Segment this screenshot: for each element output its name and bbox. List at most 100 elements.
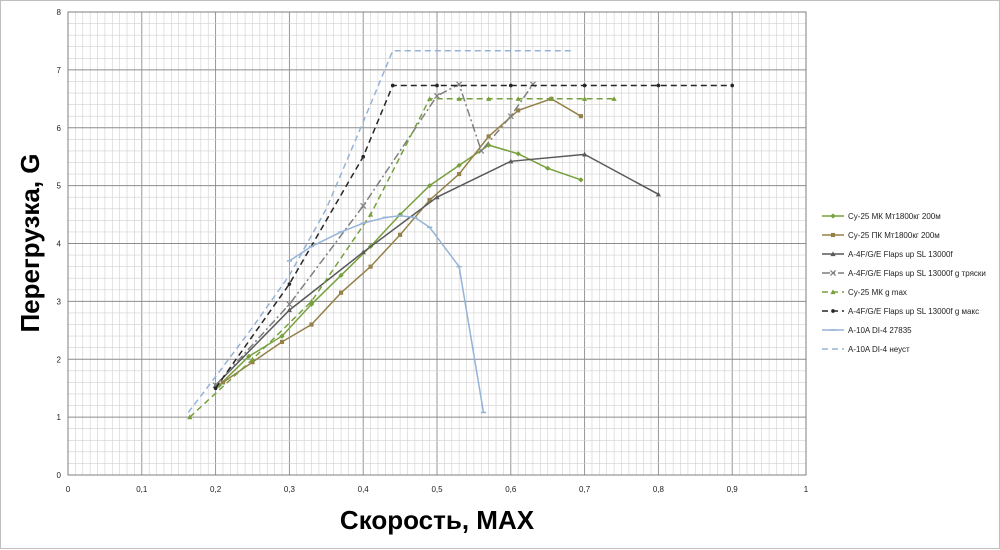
legend-label: A-4F/G/E Flaps up SL 13000f g макс	[848, 307, 979, 316]
legend-item: A-4F/G/E Flaps up SL 13000f	[822, 250, 953, 259]
data-point	[338, 272, 344, 278]
series-line	[215, 83, 534, 386]
data-point	[507, 113, 514, 120]
legend-label: Су-25 МК g max	[848, 288, 907, 297]
data-point	[830, 213, 836, 219]
data-point	[216, 382, 222, 388]
data-point	[246, 353, 252, 359]
data-point	[435, 83, 439, 88]
legend-label: A-10A DI-4 неуст	[848, 345, 910, 354]
data-point	[390, 83, 395, 88]
data-point	[582, 96, 588, 101]
x-tick-label: 0,2	[210, 485, 222, 494]
data-point	[427, 96, 433, 101]
y-tick-label: 0	[57, 471, 62, 480]
data-point	[486, 134, 491, 139]
legend-label: A-10A DI-4 27835	[848, 326, 912, 335]
y-tick-label: 2	[57, 355, 62, 364]
grid	[67, 11, 807, 476]
legend-item: A-4F/G/E Flaps up SL 13000f g макс	[822, 307, 979, 316]
series-2	[220, 96, 583, 385]
data-point	[360, 249, 366, 255]
x-tick-label: 0,8	[653, 485, 665, 494]
x-tick-label: 0,1	[136, 485, 148, 494]
series-7	[286, 214, 487, 414]
data-point	[360, 202, 367, 209]
y-tick-label: 6	[57, 124, 62, 133]
data-point	[361, 154, 366, 159]
data-point	[457, 171, 462, 177]
legend-item: A-10A DI-4 неуст	[822, 345, 910, 354]
data-point	[250, 360, 255, 365]
x-tick-label: 0,4	[358, 485, 370, 494]
data-point	[830, 251, 836, 257]
data-point	[456, 162, 462, 168]
data-point	[515, 151, 521, 157]
data-point	[656, 83, 661, 88]
series-line	[187, 50, 574, 413]
x-tick-label: 0,5	[431, 485, 443, 494]
data-point	[434, 194, 440, 200]
data-point	[213, 386, 218, 391]
legend-label: Су-25 МК Мт1800кг 200м	[848, 212, 941, 221]
x-tick-label: 1	[804, 485, 809, 494]
data-point	[830, 289, 836, 295]
x-tick-label: 0,7	[579, 485, 591, 494]
data-point	[548, 96, 554, 101]
data-point	[367, 211, 374, 217]
legend-item: Су-25 ПК Мт1800кг 200м	[822, 231, 940, 240]
series-line	[214, 84, 733, 389]
legend-label: A-4F/G/E Flaps up SL 13000f g тряски	[848, 269, 986, 278]
data-point	[338, 290, 344, 295]
data-point	[308, 301, 315, 307]
data-point	[508, 158, 514, 164]
data-point	[578, 114, 583, 119]
data-point	[286, 301, 293, 308]
data-point	[831, 309, 835, 313]
data-point	[478, 147, 485, 154]
data-point	[582, 151, 588, 157]
legend-label: Су-25 ПК Мт1800кг 200м	[848, 231, 940, 240]
data-point	[309, 322, 314, 327]
legend-item: Су-25 МК g max	[822, 288, 907, 297]
data-point	[398, 232, 403, 237]
data-point	[456, 96, 462, 101]
x-axis-title: Скорость, МАХ	[340, 505, 535, 535]
data-point	[582, 83, 587, 88]
data-point	[279, 333, 285, 339]
plot-series	[187, 50, 735, 420]
legend-item: A-4F/G/E Flaps up SL 13000f g тряски	[822, 269, 986, 278]
data-point	[545, 165, 551, 171]
y-axis-title: Перегрузка, G	[15, 153, 45, 332]
x-tick-label: 0	[66, 485, 71, 494]
data-point	[508, 83, 513, 88]
y-tick-label: 8	[57, 8, 62, 17]
y-tick-label: 4	[57, 240, 62, 249]
data-point	[220, 380, 226, 385]
legend-item: Су-25 МК Мт1800кг 200м	[822, 212, 941, 221]
data-point	[286, 307, 292, 313]
legend-label: A-4F/G/E Flaps up SL 13000f	[848, 250, 953, 259]
legend: Су-25 МК Мт1800кг 200м Су-25 ПК Мт1800кг …	[822, 212, 986, 354]
plot-area-border	[67, 11, 807, 476]
data-point	[611, 96, 617, 101]
data-point	[486, 96, 492, 101]
series-1	[216, 142, 584, 388]
data-point	[730, 83, 735, 88]
x-tick-label: 0,9	[727, 485, 739, 494]
data-point	[516, 108, 521, 113]
series-5	[187, 96, 617, 420]
x-tick-label: 0,3	[284, 485, 296, 494]
series-6	[213, 83, 735, 391]
data-point	[368, 264, 373, 269]
y-tick-label: 1	[57, 413, 62, 422]
data-point	[308, 298, 315, 304]
data-point	[578, 177, 584, 183]
data-point	[433, 92, 441, 99]
data-point	[515, 96, 521, 101]
data-point	[829, 269, 837, 277]
data-point	[486, 142, 492, 148]
series-8	[187, 50, 574, 413]
